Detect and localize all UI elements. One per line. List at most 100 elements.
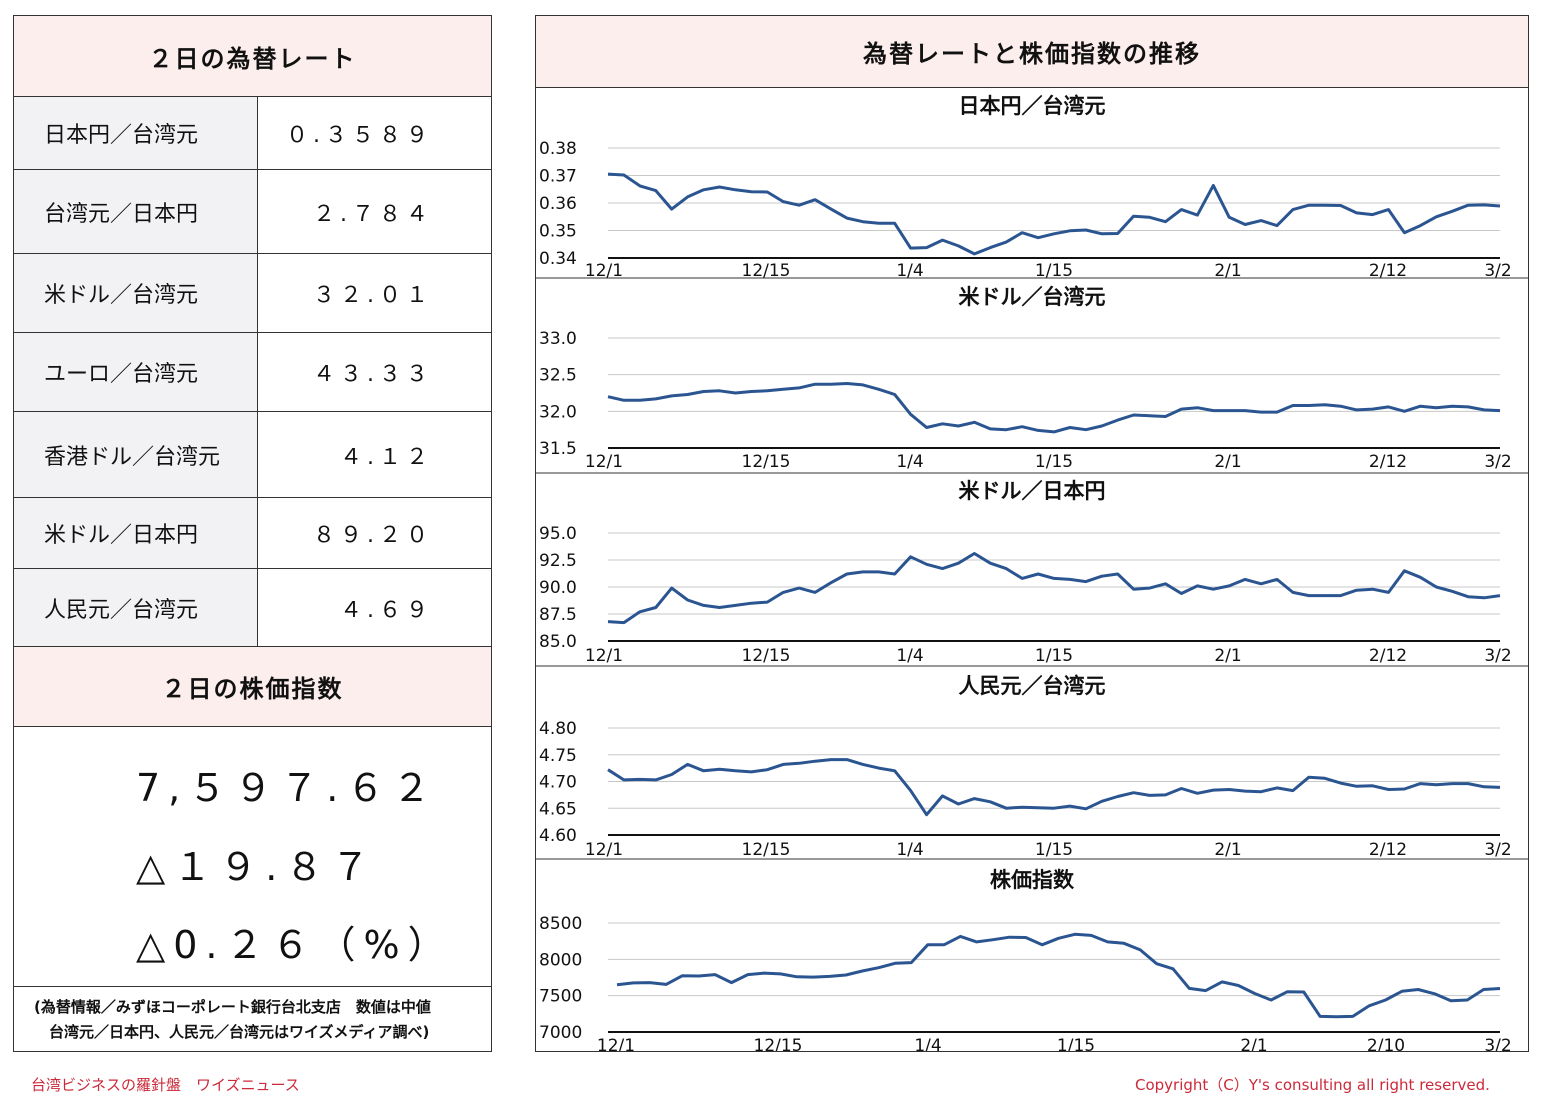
y-tick-label: 87.5 (539, 605, 577, 625)
x-tick-label: 12/1 (585, 646, 623, 666)
series-line (616, 932, 1501, 1019)
index-change-percent: △0.２６（%） (136, 923, 454, 967)
rate-row-usd-jpy: 米ドル／日本円 ８９.２０ (14, 497, 491, 568)
x-tick-label: 1/15 (1035, 840, 1073, 860)
footer-copyright: Copyright（C）Y's consulting all right res… (1135, 1076, 1490, 1094)
x-tick-label: 12/15 (742, 840, 791, 860)
rate-row-cny-twd: 人民元／台湾元 ４.６９ (14, 568, 491, 646)
rate-label: 米ドル／台湾元 (14, 254, 258, 332)
chart-4: 人民元／台湾元 4.80 4.75 4.70 4.65 4.60 12/1 12/15 1/4 1… (536, 665, 1528, 860)
y-tick-label: 92.5 (539, 551, 577, 571)
y-tick-label: 0.37 (539, 167, 577, 187)
x-tick-label: 2/1 (1214, 261, 1241, 281)
y-tick-label: 7000 (539, 1023, 582, 1043)
rate-label: 米ドル／日本円 (14, 498, 258, 568)
x-tick-label: 2/1 (1214, 840, 1241, 860)
x-tick-label: 1/15 (1035, 261, 1073, 281)
y-tick-label: 32.0 (539, 402, 577, 422)
rate-value: ８９.２０ (313, 523, 433, 548)
rate-label: 香港ドル／台湾元 (14, 412, 258, 497)
rates-panel: ２日の為替レート 日本円／台湾元 ０.３５８９ 台湾元／日本円 ２.７８４ 米ド… (13, 15, 492, 1052)
x-tick-label: 2/1 (1240, 1036, 1267, 1051)
x-tick-label: 3/2 (1484, 261, 1511, 281)
x-tick-label: 12/1 (585, 452, 623, 472)
y-tick-label: 0.35 (539, 222, 577, 242)
rate-value: ０.３５８９ (286, 123, 433, 148)
x-tick-label: 2/12 (1369, 646, 1407, 666)
series-line (607, 172, 1501, 256)
rate-label: ユーロ／台湾元 (14, 333, 258, 411)
y-tick-label: 4.70 (539, 773, 577, 793)
chart-title: 米ドル／日本円 (959, 479, 1106, 503)
rates-panel-title: ２日の為替レート (14, 16, 491, 96)
chart-title: 人民元／台湾元 (959, 674, 1106, 698)
rate-row-jpy-twd: 日本円／台湾元 ０.３５８９ (14, 96, 491, 169)
series-line (607, 552, 1501, 625)
rate-row-usd-twd: 米ドル／台湾元 ３２.０１ (14, 253, 491, 332)
y-tick-label: 0.36 (539, 194, 577, 214)
y-tick-label: 31.5 (539, 439, 577, 459)
rate-label: 日本円／台湾元 (14, 97, 258, 169)
rate-label: 人民元／台湾元 (14, 569, 258, 646)
x-tick-label: 1/4 (896, 840, 923, 860)
x-tick-label: 12/15 (754, 1036, 803, 1051)
y-tick-label: 4.65 (539, 799, 577, 819)
y-tick-label: 85.0 (539, 632, 577, 652)
x-tick-label: 2/12 (1369, 261, 1407, 281)
rate-value: ４.１２ (340, 444, 433, 470)
y-tick-label: 8000 (539, 950, 582, 970)
index-change: △１９.８７ (136, 845, 378, 889)
x-tick-label: 1/15 (1035, 646, 1073, 666)
rate-value: ２.７８４ (313, 201, 433, 227)
y-tick-label: 0.38 (539, 139, 577, 159)
rate-label: 台湾元／日本円 (14, 170, 258, 253)
x-tick-label: 1/15 (1035, 452, 1073, 472)
x-tick-label: 12/1 (585, 840, 623, 860)
index-value: 7,５９７.６２ (136, 766, 439, 810)
y-tick-label: 8500 (539, 914, 582, 934)
y-tick-label: 32.5 (539, 366, 577, 386)
charts-svg: 日本円／台湾元 0.38 0.37 0.36 0.35 0.34 12/1 12/15 1/4 1… (536, 94, 1528, 1051)
charts-panel: 為替レートと株価指数の推移 日本円／台湾元 0.38 0.37 0.36 0.35 0.3… (535, 15, 1529, 1052)
x-tick-label: 2/1 (1214, 452, 1241, 472)
x-tick-label: 12/1 (585, 261, 623, 281)
index-panel-title: ２日の株価指数 (14, 646, 491, 726)
chart-1: 日本円／台湾元 0.38 0.37 0.36 0.35 0.34 12/1 12/15 1/4 1… (539, 94, 1512, 281)
source-note-line2: 台湾元／日本円、人民元／台湾元はワイズメディア調べ) (34, 1023, 430, 1041)
x-tick-label: 12/15 (742, 261, 791, 281)
x-tick-label: 2/12 (1369, 452, 1407, 472)
x-tick-label: 1/4 (914, 1036, 941, 1051)
x-tick-label: 1/4 (896, 646, 923, 666)
chart-5: 株価指数 8500 8000 7500 7000 12/1 12/15 1/4 1/15 2/1 2… (536, 858, 1528, 1051)
source-note-line1: (為替情報／みずほコーポレート銀行台北支店 数値は中値 (34, 998, 431, 1016)
index-values: 7,５９７.６２ △１９.８７ △0.２６（%） (14, 726, 491, 986)
rate-value: ４.６９ (340, 597, 433, 623)
rate-value: ３２.０１ (313, 283, 433, 308)
x-tick-label: 12/15 (742, 646, 791, 666)
chart-2: 米ドル／台湾元 33.0 32.5 32.0 31.5 12/1 12/15 1/4 1/15 2… (536, 277, 1528, 472)
rate-row-eur-twd: ユーロ／台湾元 ４３.３３ (14, 332, 491, 411)
footer-brand: 台湾ビジネスの羅針盤 ワイズニュース (31, 1076, 300, 1094)
x-tick-label: 2/1 (1214, 646, 1241, 666)
y-tick-label: 0.34 (539, 249, 577, 269)
chart-title: 米ドル／台湾元 (959, 285, 1106, 309)
y-tick-label: 33.0 (539, 329, 577, 349)
y-tick-label: 90.0 (539, 578, 577, 598)
x-tick-label: 3/2 (1484, 452, 1511, 472)
rate-row-twd-jpy: 台湾元／日本円 ２.７８４ (14, 169, 491, 253)
x-tick-label: 1/4 (896, 261, 923, 281)
chart-title: 株価指数 (990, 868, 1075, 892)
source-note: (為替情報／みずほコーポレート銀行台北支店 数値は中値 台湾元／日本円、人民元／… (14, 986, 491, 1051)
y-tick-label: 7500 (539, 987, 582, 1007)
x-tick-label: 12/15 (742, 452, 791, 472)
chart-title: 日本円／台湾元 (959, 94, 1106, 118)
y-tick-label: 4.60 (539, 826, 577, 846)
x-tick-label: 1/4 (896, 452, 923, 472)
y-tick-label: 95.0 (539, 524, 577, 544)
series-line (607, 758, 1501, 817)
rate-row-hkd-twd: 香港ドル／台湾元 ４.１２ (14, 411, 491, 497)
x-tick-label: 12/1 (597, 1036, 635, 1051)
x-tick-label: 3/2 (1484, 1036, 1511, 1051)
x-tick-label: 1/15 (1057, 1036, 1095, 1051)
rate-value: ４３.３３ (313, 362, 433, 387)
